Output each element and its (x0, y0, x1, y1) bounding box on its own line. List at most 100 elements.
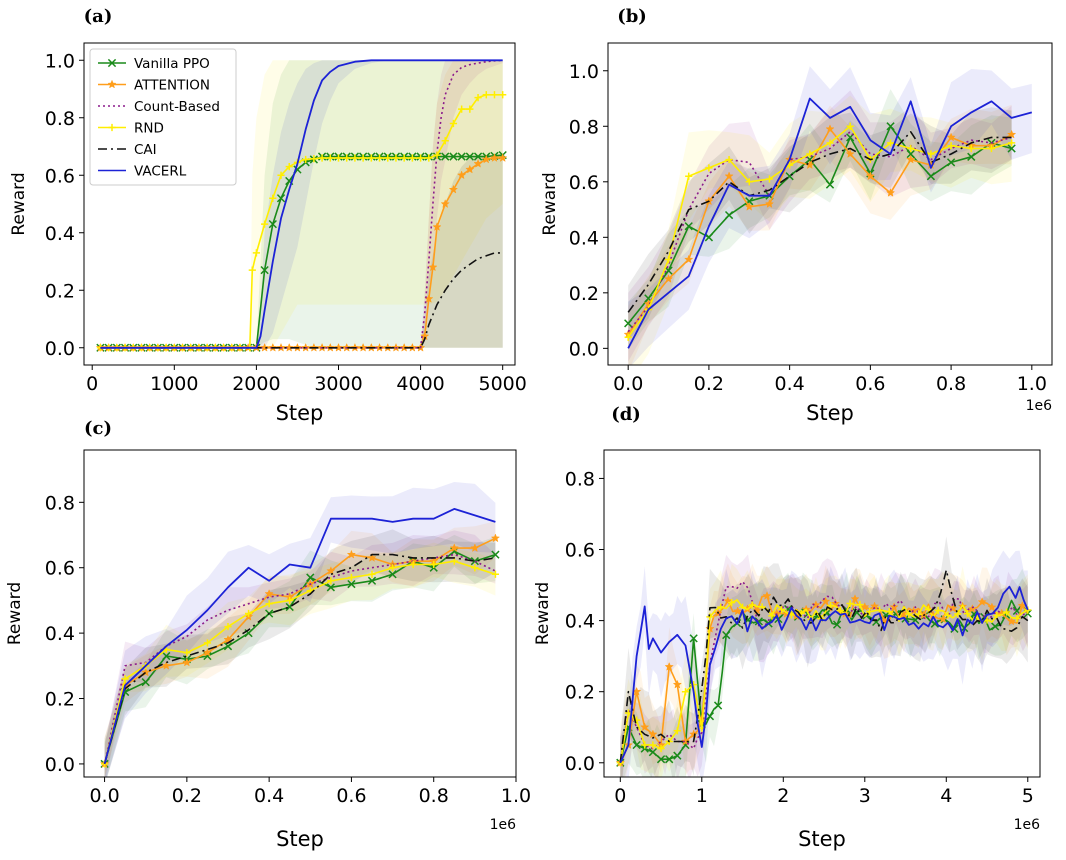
data-point-rnd (927, 150, 935, 158)
data-point-rnd (183, 649, 191, 657)
data-point-rnd (334, 154, 343, 162)
data-point-rnd (944, 611, 952, 619)
data-point-attention (938, 614, 948, 624)
data-point-rnd (310, 155, 318, 163)
series-line-rnd (619, 599, 1029, 763)
data-point-rnd (441, 137, 449, 145)
band-vanilla-ppo (620, 568, 1028, 777)
series-line-cai (627, 131, 1012, 313)
y-axis-label: Reward (5, 582, 25, 645)
data-point-attention (889, 602, 899, 612)
data-point-attention (987, 602, 997, 612)
panel-label: (c) (84, 418, 112, 439)
data-point-rnd (408, 154, 416, 162)
plot-area (99, 482, 501, 777)
data-point-rnd (886, 139, 895, 147)
data-point-rnd (1013, 614, 1021, 622)
data-point-attention (182, 657, 192, 667)
data-point-rnd (359, 154, 367, 162)
band-count-based (628, 90, 1012, 362)
data-point-attention (733, 606, 743, 616)
data-point-attention (326, 566, 336, 575)
y-tick-label: 0.6 (45, 165, 75, 187)
y-tick-label: 0.0 (45, 754, 75, 776)
legend-label-rnd: RND (134, 121, 164, 137)
y-axis-label: Reward (540, 172, 560, 235)
data-point-attention (490, 533, 501, 543)
x-axis-label: Step (798, 827, 846, 851)
y-tick-label: 0.4 (45, 623, 75, 645)
y-tick-label: 0.6 (45, 558, 75, 580)
data-point-vanilla-ppo (704, 233, 714, 242)
x-tick-label: 3 (859, 785, 871, 807)
data-point-attention (663, 273, 674, 283)
data-point-rnd (450, 557, 458, 565)
legend-marker-rnd (108, 123, 116, 132)
data-point-attention (456, 170, 467, 180)
series-line-vacerl (100, 59, 503, 349)
data-point-rnd (343, 154, 351, 162)
axes-frame (607, 42, 1053, 366)
x-tick-label: 5000 (479, 373, 527, 395)
data-point-rnd (836, 606, 844, 615)
data-point-rnd (248, 266, 256, 274)
y-tick-label: 0.2 (565, 682, 595, 704)
band-attention (100, 60, 503, 348)
legend-label-vacerl: VACERL (134, 164, 187, 180)
series-line-count-based (100, 59, 503, 349)
data-point-rnd (400, 154, 408, 162)
series-line-cai (103, 553, 496, 765)
data-point-rnd (624, 333, 632, 341)
band-vacerl (100, 60, 503, 348)
data-point-rnd (244, 609, 253, 618)
data-point-attention (977, 597, 987, 606)
data-point-attention (762, 590, 772, 600)
panel-label: (d) (611, 404, 641, 425)
series-line-rnd (627, 125, 1012, 338)
data-point-vanilla-ppo (754, 617, 763, 626)
data-point-attention (489, 153, 500, 162)
y-tick-label: 0.4 (565, 611, 595, 633)
data-point-vanilla-ppo (684, 222, 693, 231)
data-point-rnd (954, 610, 962, 618)
x-tick-label: 4 (940, 785, 952, 807)
data-point-rnd (121, 675, 129, 683)
x-offset-label: 1e6 (1014, 817, 1041, 833)
data-point-vanilla-ppo (825, 180, 835, 189)
x-tick-label: 4000 (396, 373, 444, 395)
data-point-rnd (490, 91, 499, 99)
x-tick-label: 0.4 (254, 785, 284, 807)
data-point-vanilla-ppo (930, 619, 940, 628)
x-tick-label: 0 (86, 373, 98, 395)
data-point-vanilla-ppo (1007, 144, 1016, 153)
data-point-vanilla-ppo (906, 149, 915, 159)
data-point-attention (473, 158, 483, 168)
legend-label-attention: ATTENTION (134, 78, 210, 94)
data-point-rnd (318, 154, 326, 162)
data-point-rnd (967, 144, 975, 153)
y-axis-label: Reward (533, 582, 553, 645)
data-point-attention (764, 199, 775, 208)
data-point-vanilla-ppo (886, 122, 895, 131)
data-point-rnd (846, 122, 854, 130)
data-point-attention (202, 647, 213, 657)
data-point-vanilla-ppo (457, 152, 466, 161)
data-point-attention (440, 199, 450, 208)
data-point-attention (1006, 616, 1017, 626)
band-rnd (628, 95, 1012, 365)
data-point-attention (825, 124, 835, 133)
band-rnd (104, 542, 496, 777)
data-point-rnd (425, 154, 433, 162)
data-point-attention (724, 171, 734, 181)
axes-frame (83, 449, 517, 778)
band-vanilla-ppo (100, 60, 503, 348)
data-point-vanilla-ppo (656, 755, 666, 764)
data-point-attention (723, 596, 733, 605)
data-point-rnd (367, 154, 375, 162)
legend-marker-vanilla-ppo (107, 58, 117, 68)
data-point-rnd (748, 601, 756, 609)
panel-label: (b) (617, 6, 647, 27)
data-point-vanilla-ppo (223, 642, 233, 651)
series-line-cai (619, 569, 1029, 763)
data-point-attention (752, 605, 762, 615)
